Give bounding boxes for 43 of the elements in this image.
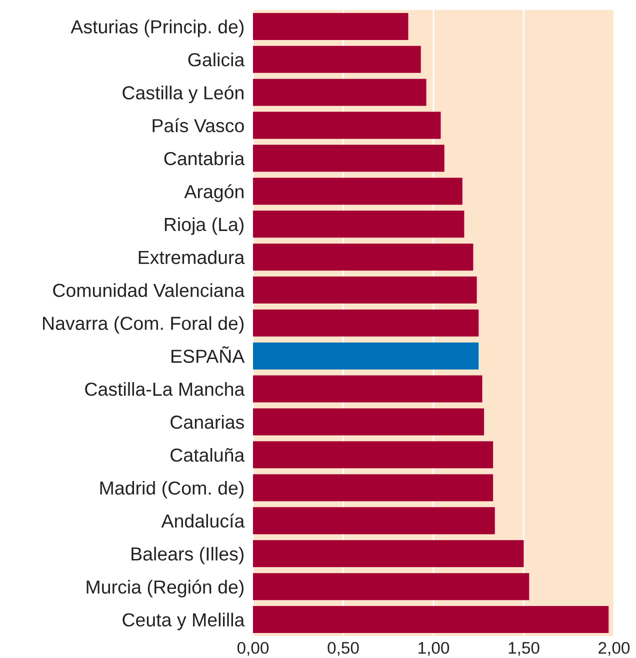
bar bbox=[253, 573, 530, 600]
x-tick-label: 1,50 bbox=[508, 642, 540, 656]
bar bbox=[253, 178, 462, 205]
y-tick-label: Andalucía bbox=[161, 514, 245, 528]
bar bbox=[253, 144, 444, 172]
x-tick-label: 1,00 bbox=[418, 642, 450, 656]
bar bbox=[253, 46, 421, 73]
y-tick-label: Castilla y León bbox=[122, 85, 244, 104]
y-tick-label: Cantabria bbox=[164, 151, 245, 166]
y-tick-label: ESPAÑA bbox=[172, 346, 245, 363]
y-tick-label: Galicia bbox=[188, 52, 245, 66]
y-tick-label: Canarias bbox=[170, 415, 244, 429]
bar bbox=[253, 342, 479, 370]
bar bbox=[253, 12, 408, 40]
bar bbox=[253, 441, 494, 468]
y-tick-label: Asturias (Princip. de) bbox=[70, 20, 244, 38]
bar bbox=[253, 507, 495, 534]
bar bbox=[253, 408, 484, 436]
y-tick-label: Cataluña bbox=[170, 448, 245, 462]
bar bbox=[253, 78, 426, 106]
bar bbox=[253, 244, 474, 271]
y-tick-label: Extremadura bbox=[138, 250, 245, 264]
y-tick-label: Murcia (Región de) bbox=[86, 580, 244, 598]
y-tick-label: Balears (Illes) bbox=[132, 546, 244, 564]
bar bbox=[253, 540, 524, 568]
bar bbox=[253, 112, 441, 139]
x-tick-label: 0,00 bbox=[237, 642, 269, 656]
x-tick-label: 0,50 bbox=[328, 642, 359, 656]
y-tick-label: Ceuta y Melilla bbox=[122, 612, 245, 630]
y-tick-label: Aragón bbox=[184, 184, 244, 202]
y-tick-label: Castilla-La Mancha bbox=[85, 382, 245, 396]
y-tick-label: País Vasco bbox=[152, 118, 244, 132]
bar bbox=[253, 309, 479, 337]
bar bbox=[253, 375, 482, 402]
y-tick-label: Madrid (Com. de) bbox=[100, 480, 244, 498]
y-tick-label: Comunidad Valenciana bbox=[53, 283, 245, 298]
x-tick-label: 2,00 bbox=[598, 642, 630, 656]
bar bbox=[253, 210, 464, 238]
bar bbox=[253, 474, 494, 502]
bar bbox=[253, 276, 477, 304]
y-tick-label: Navarra (Com. Foral de) bbox=[43, 316, 244, 334]
bar bbox=[253, 606, 609, 634]
y-tick-label: Rioja (La) bbox=[164, 217, 244, 235]
